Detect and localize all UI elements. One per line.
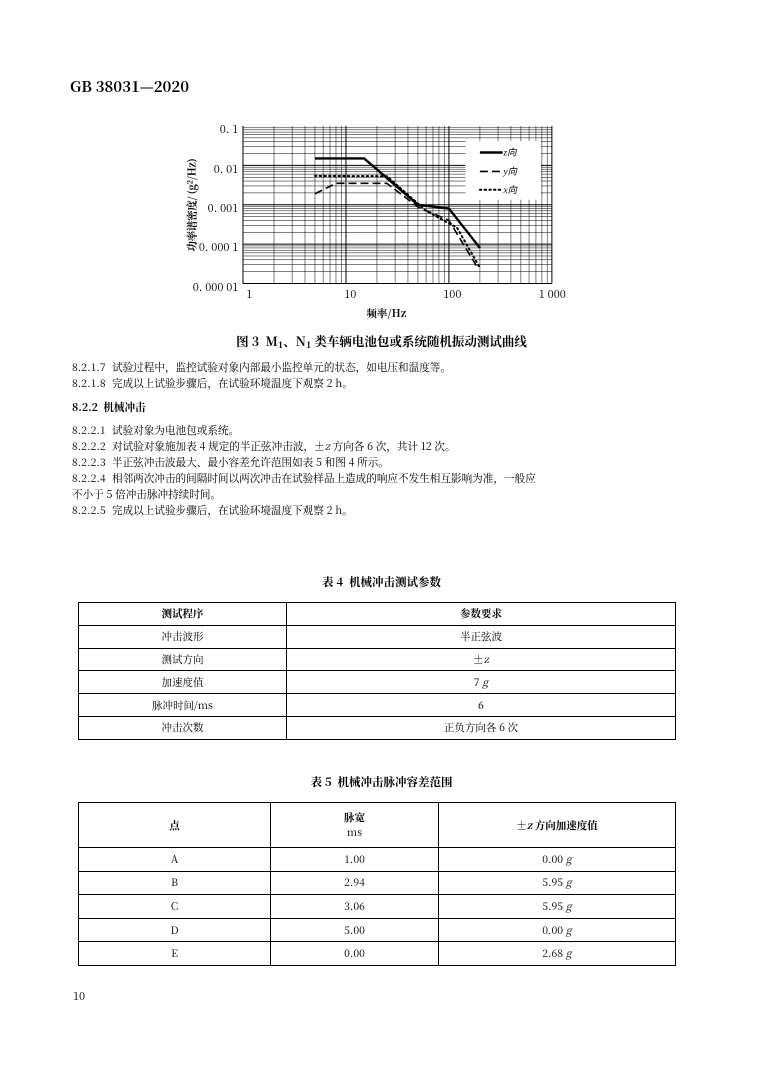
- svg-text:x向: x向: [503, 185, 518, 196]
- svg-text:y向: y向: [503, 167, 518, 178]
- svg-text:z向: z向: [503, 148, 518, 159]
